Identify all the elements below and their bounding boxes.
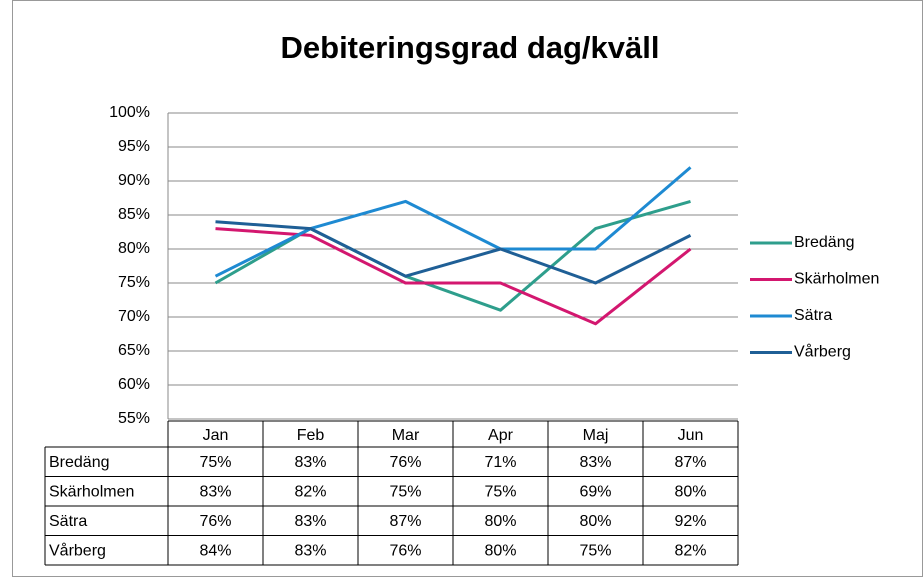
y-tick-label: 60% [118, 376, 150, 393]
y-tick-label: 90% [118, 172, 150, 189]
table-cell: 84% [199, 542, 231, 559]
table-cell: 82% [294, 483, 326, 500]
y-tick-label: 70% [118, 308, 150, 325]
table-row-label: Bredäng [49, 454, 110, 471]
table-row-label: Skärholmen [49, 483, 134, 500]
y-tick-label: 65% [118, 342, 150, 359]
legend-label: Bredäng [794, 234, 855, 251]
table-cell: 75% [389, 483, 421, 500]
table-row-label: Sätra [49, 513, 87, 530]
chart-frame [12, 0, 923, 577]
table-cell: 83% [579, 454, 611, 471]
table-cell: 80% [484, 513, 516, 530]
table-cell: 83% [199, 483, 231, 500]
table-cell: 83% [294, 542, 326, 559]
x-tick-label: Maj [583, 427, 609, 444]
table-cell: 76% [199, 513, 231, 530]
y-tick-label: 80% [118, 240, 150, 257]
table-cell: 75% [199, 454, 231, 471]
table-cell: 71% [484, 454, 516, 471]
table-cell: 80% [579, 513, 611, 530]
y-tick-label: 55% [118, 410, 150, 427]
series-line [215, 220, 692, 285]
y-tick-label: 100% [109, 104, 150, 121]
table-cell: 87% [674, 454, 706, 471]
legend-label: Vårberg [794, 343, 851, 361]
legend-label: Skärholmen [794, 271, 879, 288]
x-tick-label: Feb [297, 427, 325, 444]
x-tick-label: Apr [488, 427, 514, 444]
y-tick-label: 75% [118, 274, 150, 291]
table-cell: 83% [294, 513, 326, 530]
series-line [214, 166, 692, 278]
table-cell: 75% [579, 542, 611, 559]
table-cell: 69% [579, 483, 611, 500]
x-tick-label: Jan [203, 427, 229, 444]
table-row-label: Vårberg [49, 541, 106, 559]
y-tick-label: 95% [118, 138, 150, 155]
table-cell: 92% [674, 513, 706, 530]
table-cell: 76% [389, 454, 421, 471]
x-tick-label: Jun [678, 427, 704, 444]
table-cell: 80% [674, 483, 706, 500]
table-cell: 82% [674, 542, 706, 559]
table-cell: 83% [294, 454, 326, 471]
table-cell: 80% [484, 542, 516, 559]
series-line [215, 227, 692, 326]
table-cell: 87% [389, 513, 421, 530]
x-tick-label: Mar [392, 427, 420, 444]
table-cell: 75% [484, 483, 516, 500]
table-cell: 76% [389, 542, 421, 559]
chart-title: Debiteringsgrad dag/kväll [281, 30, 660, 65]
legend-label: Sätra [794, 307, 832, 324]
y-tick-label: 85% [118, 206, 150, 223]
